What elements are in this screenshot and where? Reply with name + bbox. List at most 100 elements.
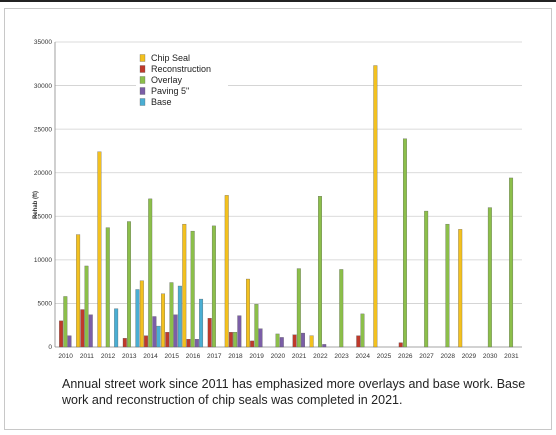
- legend-swatch: [139, 87, 146, 95]
- bar-paving-5-2022: [322, 344, 327, 348]
- bar-overlay-2013: [127, 221, 131, 348]
- x-tick-label: 2019: [249, 353, 264, 360]
- bar-overlay-2011: [84, 265, 89, 348]
- x-tick-label: 2021: [292, 353, 307, 360]
- legend-label: Chip Seal: [151, 53, 190, 63]
- bar-chip-seal-2011: [76, 234, 81, 348]
- bar-paving-5-2018: [237, 315, 242, 348]
- legend-label: Overlay: [151, 75, 183, 85]
- bar-reconstruction-2019: [250, 340, 255, 348]
- bar-paving-5-2015: [173, 314, 178, 348]
- gridlines: [55, 41, 522, 348]
- bar-chip-seal-2014: [139, 280, 144, 348]
- x-tick-label: 2015: [165, 353, 180, 360]
- bar-reconstruction-2018: [228, 332, 233, 348]
- bar-reconstruction-2021: [292, 334, 297, 348]
- bar-chip-seal-2012: [97, 151, 102, 348]
- bar-paving-5-2011: [88, 314, 93, 348]
- top-rule: [0, 0, 556, 2]
- x-tick-label: 2017: [207, 353, 222, 360]
- bar-reconstruction-2017: [207, 318, 212, 348]
- bar-paving-5-2010: [67, 335, 72, 348]
- bar-base-2014: [156, 325, 161, 348]
- y-tick-label: 10000: [34, 257, 52, 264]
- bar-paving-5-2020: [279, 337, 284, 348]
- bar-base-2012: [114, 308, 119, 348]
- y-tick-label: 20000: [34, 170, 52, 177]
- bar-chip-seal-2018: [224, 195, 229, 348]
- bar-overlay-2019: [254, 304, 259, 348]
- bar-paving-5-2021: [301, 332, 305, 348]
- legend-swatch: [139, 76, 146, 84]
- x-tick-label: 2023: [334, 353, 349, 360]
- x-tick-label: 2027: [419, 353, 434, 360]
- bar-reconstruction-2026: [398, 342, 403, 348]
- bar-overlay-2010: [63, 296, 68, 348]
- bar-base-2013: [135, 289, 140, 348]
- bar-overlay-2012: [105, 227, 110, 348]
- bar-overlay-2016: [190, 230, 195, 348]
- bar-chip-seal-2025: [373, 65, 378, 348]
- legend-label: Reconstruction: [151, 64, 211, 74]
- bar-overlay-2020: [275, 333, 280, 348]
- bar-reconstruction-2015: [165, 332, 170, 348]
- y-tick-label: 30000: [34, 83, 52, 90]
- legend-label: Paving 5": [151, 86, 189, 96]
- bar-paving-5-2014: [152, 316, 157, 348]
- x-tick-label: 2016: [186, 353, 201, 360]
- bar-reconstruction-2010: [59, 320, 64, 348]
- bar-reconstruction-2014: [144, 335, 148, 348]
- x-tick-label: 2013: [122, 353, 137, 360]
- legend-box: [136, 52, 228, 113]
- bar-overlay-2028: [445, 223, 450, 348]
- bar-overlay-2024: [360, 313, 365, 348]
- bar-paving-5-2019: [258, 328, 263, 348]
- legend-swatch: [139, 54, 146, 62]
- bar-paving-5-2016: [194, 339, 199, 348]
- y-tick-label: 35000: [34, 39, 52, 46]
- bar-overlay-2027: [424, 210, 429, 348]
- bar-base-2015: [177, 285, 182, 348]
- bar-chip-seal-2016: [182, 223, 187, 348]
- figure-frame: [4, 8, 552, 430]
- legend-swatch: [139, 98, 146, 106]
- bar-overlay-2023: [339, 269, 344, 348]
- bar-overlay-2018: [233, 332, 238, 348]
- bar-overlay-2021: [296, 268, 301, 348]
- bar-reconstruction-2011: [80, 309, 85, 348]
- x-tick-label: 2012: [101, 353, 116, 360]
- x-tick-label: 2031: [504, 353, 519, 360]
- x-tick-label: 2025: [377, 353, 392, 360]
- legend-swatch: [139, 65, 146, 73]
- y-tick-label: 5000: [38, 301, 53, 308]
- x-tick-label: 2010: [58, 353, 73, 360]
- bar-reconstruction-2024: [356, 335, 361, 348]
- x-tick-label: 2022: [313, 353, 328, 360]
- y-tick-label: 25000: [34, 126, 52, 133]
- x-tick-label: 2024: [356, 353, 371, 360]
- bar-overlay-2014: [148, 198, 153, 348]
- bars: [59, 65, 514, 348]
- bar-chip-seal-2022: [309, 335, 314, 348]
- bar-overlay-2026: [402, 138, 407, 348]
- y-tick-label: 0: [48, 344, 52, 351]
- x-tick-label: 2029: [462, 353, 477, 360]
- x-tick-label: 2011: [80, 353, 94, 360]
- x-tick-label: 2026: [398, 353, 413, 360]
- axes: 0 5000 10000 15000 20000 25000 30000 35000 2010 2…: [34, 39, 519, 360]
- bar-chip-seal-2019: [246, 278, 250, 348]
- x-tick-label: 2018: [228, 353, 243, 360]
- rehab-bar-chart: 0 5000 10000 15000 20000 25000 30000 35000 2010 2…: [33, 39, 522, 360]
- bar-overlay-2017: [211, 225, 216, 348]
- bar-reconstruction-2016: [186, 339, 191, 348]
- bar-overlay-2031: [509, 177, 514, 348]
- figure-caption: Annual street work since 2011 has emphas…: [62, 377, 526, 407]
- x-tick-label: 2014: [143, 353, 158, 360]
- bar-chip-seal-2015: [161, 293, 165, 348]
- bar-overlay-2015: [169, 282, 174, 348]
- x-tick-label: 2020: [271, 353, 286, 360]
- bar-overlay-2022: [318, 196, 322, 348]
- y-axis-title: Rehab (ft): [33, 191, 39, 219]
- bar-base-2016: [199, 298, 204, 348]
